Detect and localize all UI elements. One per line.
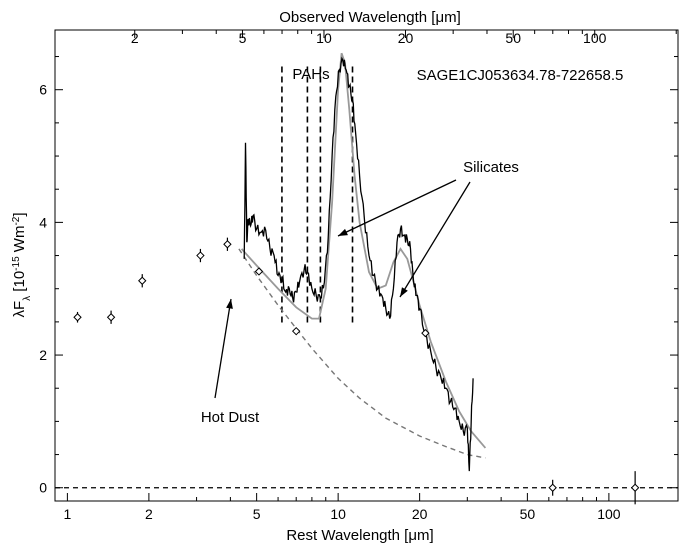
- y-tick-label: 0: [39, 480, 47, 496]
- hot-dust-model-line: [238, 248, 486, 459]
- object-name-label: SAGE1CJ053634.78-722658.5: [417, 67, 624, 84]
- photometry-point: [106, 313, 116, 322]
- photometry-point: [223, 240, 232, 249]
- axis-ticks: 1 2 5 10 20 50 100 2 5 10 20 50 100 0 2 4 6: [39, 30, 678, 522]
- total-model-line: [240, 52, 487, 449]
- photometry-points: [73, 237, 640, 505]
- y-tick-label: 4: [39, 214, 47, 230]
- y-tick-label: 6: [39, 82, 47, 98]
- x-tick-label: 5: [253, 506, 261, 522]
- silicate-arrow-10um-head: [338, 228, 348, 236]
- top-tick-label: 20: [398, 30, 414, 46]
- silicate-arrow-18um: [399, 181, 471, 298]
- plot-frame: [54, 29, 679, 502]
- x-tick-label: 100: [597, 506, 621, 522]
- photometry-point: [138, 276, 147, 285]
- y-axis-label: λFλ [10-15 Wm-2]: [11, 212, 33, 317]
- silicate-arrow-18um-head: [400, 287, 408, 297]
- silicate-arrow-10um: [337, 179, 457, 237]
- annotation-arrows: [214, 179, 471, 399]
- model-curves: [238, 52, 487, 459]
- photometry-point: [196, 251, 205, 260]
- top-tick-label: 50: [505, 30, 521, 46]
- x-tick-label: 10: [330, 506, 346, 522]
- pahs-label: PAHs: [292, 66, 329, 83]
- top-tick-label: 10: [316, 30, 332, 46]
- photometry-point: [630, 483, 640, 492]
- x-tick-label: 50: [520, 506, 536, 522]
- photometry-point: [73, 313, 82, 322]
- photometry-point: [254, 267, 264, 276]
- pah-marker-lines: [281, 66, 354, 326]
- y-tick-label: 2: [39, 347, 47, 363]
- photometry-point: [421, 328, 430, 338]
- hot-dust-label: Hot Dust: [201, 409, 260, 426]
- x-tick-label: 2: [145, 506, 153, 522]
- spectrum-group: [243, 56, 474, 472]
- silicates-label: Silicates: [463, 159, 519, 176]
- x-tick-label: 1: [63, 506, 71, 522]
- top-tick-label: 2: [131, 30, 139, 46]
- hot-dust-arrow-head: [226, 299, 233, 309]
- top-tick-label: 5: [239, 30, 247, 46]
- photometry-point: [291, 326, 301, 336]
- hot-dust-arrow: [214, 298, 232, 399]
- x-tick-label: 20: [412, 506, 428, 522]
- photometry-point: [548, 483, 557, 492]
- top-axis-label: Observed Wavelength [μm]: [279, 9, 461, 26]
- bottom-axis-label: Rest Wavelength [μm]: [286, 527, 433, 544]
- top-tick-label: 100: [583, 30, 607, 46]
- irs-spectrum-line: [243, 56, 474, 472]
